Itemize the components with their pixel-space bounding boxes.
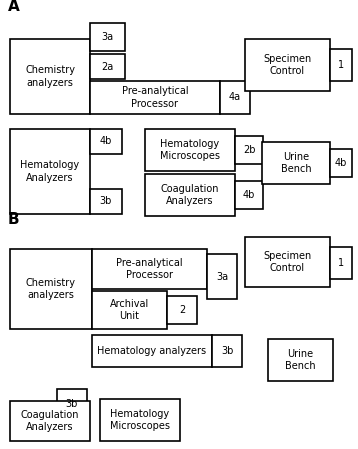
Text: 3a: 3a — [101, 32, 113, 42]
Bar — [235, 136, 263, 164]
Text: 4b: 4b — [243, 190, 255, 200]
Text: 3b: 3b — [100, 197, 112, 207]
Text: Specimen
Control: Specimen Control — [263, 54, 311, 76]
Bar — [212, 335, 242, 367]
Text: 2a: 2a — [101, 62, 113, 71]
Text: Hematology
Analyzers: Hematology Analyzers — [20, 160, 79, 183]
Text: Archival
Unit: Archival Unit — [110, 299, 149, 321]
Bar — [220, 81, 250, 114]
Bar — [330, 247, 352, 279]
Text: Urine
Bench: Urine Bench — [285, 349, 316, 371]
Bar — [268, 339, 333, 381]
Bar — [245, 39, 330, 91]
Text: Urine
Bench: Urine Bench — [281, 152, 311, 174]
Text: 1: 1 — [338, 60, 344, 70]
Text: 3a: 3a — [216, 272, 228, 282]
Text: Coagulation
Analyzers: Coagulation Analyzers — [161, 184, 219, 206]
Bar — [145, 129, 235, 171]
Text: Specimen
Control: Specimen Control — [263, 251, 311, 273]
Text: Chemistry
analyzers: Chemistry analyzers — [26, 278, 76, 300]
Text: 4a: 4a — [229, 92, 241, 102]
Text: Chemistry
analyzers: Chemistry analyzers — [25, 65, 75, 88]
Bar — [92, 335, 212, 367]
Bar — [207, 254, 237, 299]
Bar — [100, 399, 180, 441]
Bar — [10, 39, 90, 114]
Text: Hematology
Microscopes: Hematology Microscopes — [110, 409, 170, 431]
Text: Hematology
Microscopes: Hematology Microscopes — [160, 139, 220, 161]
Text: 3b: 3b — [221, 346, 233, 356]
Text: Pre-analytical
Processor: Pre-analytical Processor — [116, 258, 183, 280]
Text: 1: 1 — [338, 258, 344, 268]
Bar — [10, 129, 90, 214]
Text: B: B — [8, 212, 20, 227]
Bar — [10, 249, 92, 329]
Bar — [90, 129, 122, 154]
Text: Hematology analyzers: Hematology analyzers — [97, 346, 207, 356]
Bar — [145, 174, 235, 216]
Text: 4b: 4b — [335, 158, 347, 168]
Bar — [262, 142, 330, 184]
Bar — [167, 296, 197, 324]
Bar — [57, 389, 87, 419]
Bar — [245, 237, 330, 287]
Bar — [90, 54, 125, 79]
Text: 4b: 4b — [100, 136, 112, 146]
Text: 2: 2 — [179, 305, 185, 315]
Bar — [92, 249, 207, 289]
Bar — [90, 81, 220, 114]
Text: 3b: 3b — [66, 399, 78, 409]
Bar — [90, 23, 125, 51]
Bar — [235, 181, 263, 209]
Text: 2b: 2b — [243, 145, 255, 155]
Text: A: A — [8, 0, 20, 14]
Bar — [330, 49, 352, 81]
Text: Coagulation
Analyzers: Coagulation Analyzers — [21, 410, 79, 432]
Bar — [10, 401, 90, 441]
Bar — [330, 149, 352, 177]
Bar — [92, 291, 167, 329]
Text: Pre-analytical
Processor: Pre-analytical Processor — [122, 86, 188, 109]
Bar — [90, 189, 122, 214]
